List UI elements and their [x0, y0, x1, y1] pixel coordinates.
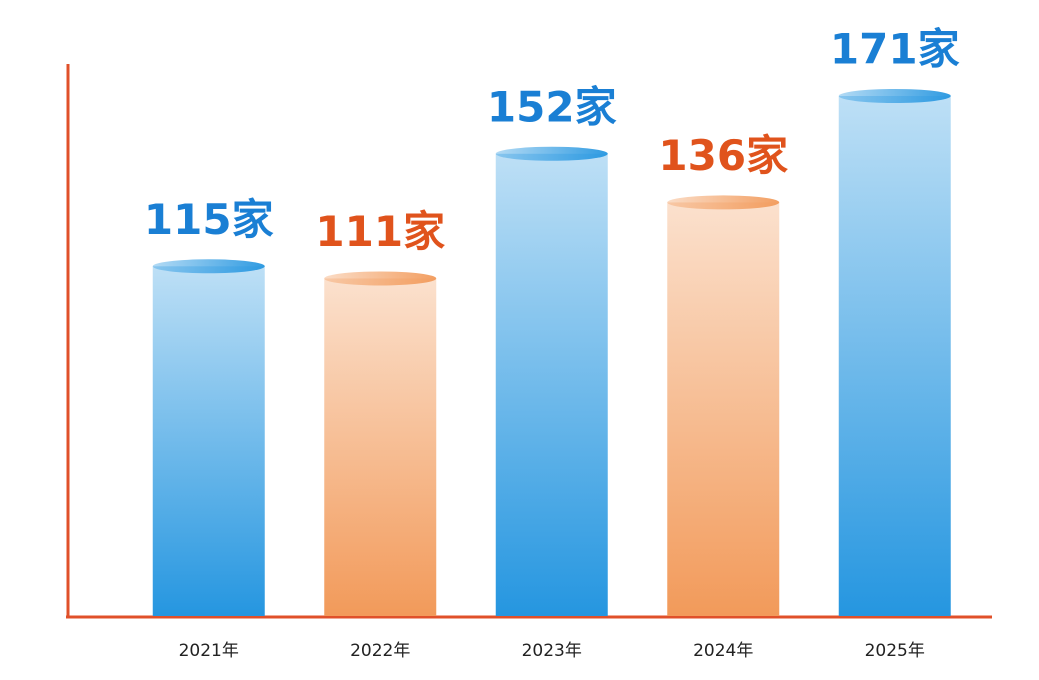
- x-tick-label: 2025年: [865, 641, 925, 661]
- value-label: 115家: [144, 195, 274, 244]
- value-label: 111家: [315, 207, 445, 256]
- bar: [495, 153, 608, 616]
- x-tick-label: 2023年: [522, 641, 582, 661]
- bar: [667, 202, 780, 617]
- x-tick-label: 2021年: [179, 641, 239, 661]
- x-tick-label: 2024年: [693, 641, 753, 661]
- bar-top: [495, 146, 608, 161]
- bar-top: [667, 195, 780, 210]
- bar: [152, 266, 265, 616]
- x-tick-label: 2022年: [350, 641, 410, 661]
- bar: [838, 96, 951, 616]
- value-label: 152家: [487, 82, 617, 131]
- bar-top: [324, 271, 437, 286]
- value-label: 136家: [658, 131, 788, 180]
- bar-top: [152, 259, 265, 274]
- bar-top: [838, 89, 951, 103]
- value-label: 171家: [830, 25, 960, 74]
- bar: [324, 278, 437, 616]
